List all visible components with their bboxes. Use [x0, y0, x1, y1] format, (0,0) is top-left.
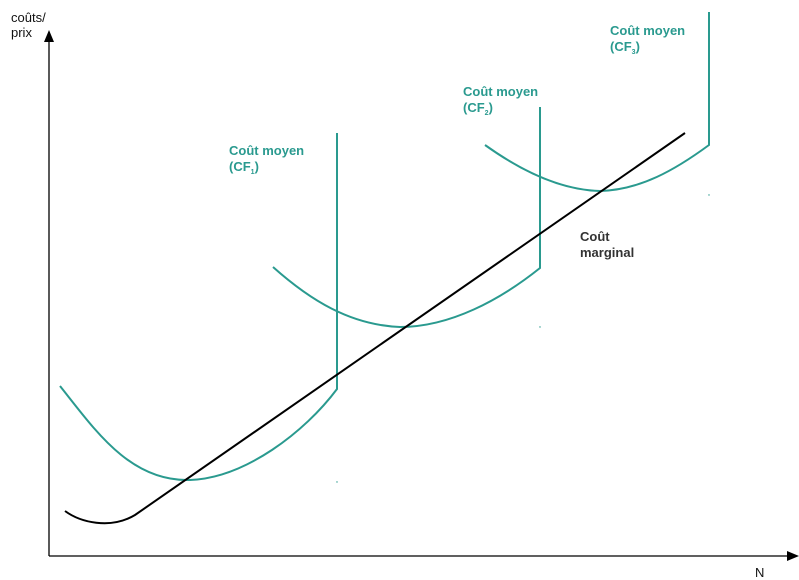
cf2-sub-index: 2 — [484, 110, 489, 117]
cf1-sub-open: (CF — [229, 159, 251, 174]
y-axis-label-line2: prix — [11, 25, 32, 40]
cf3-label: Coût moyen (CF3) — [610, 23, 685, 61]
cf1-label-title: Coût moyen — [229, 143, 305, 158]
marginal-cost-label: Coût marginal — [580, 229, 634, 261]
cf2-label-title: Coût moyen — [463, 84, 539, 99]
cf1-sub-close: ) — [254, 159, 259, 174]
marginal-cost-label-line1: Coût — [580, 229, 610, 244]
stray-mark — [539, 326, 541, 328]
cf1-label-sub: (CF1) — [229, 159, 304, 181]
cf3-label-sub: (CF3) — [610, 39, 685, 61]
y-axis-arrow — [44, 30, 54, 42]
cf2-sub-close: ) — [488, 100, 493, 115]
average-cost-curve-cf1 — [59, 133, 338, 482]
cf1-label: Coût moyen (CF1) — [229, 143, 304, 181]
cf3-sub-index: 3 — [631, 49, 636, 56]
marginal-cost-label-line2: marginal — [580, 245, 635, 260]
cf2-sub-open: (CF — [463, 100, 485, 115]
y-axis-label-line1: coûts/ — [11, 10, 46, 25]
average-cost-curve-cf2 — [272, 107, 541, 329]
cf3-sub-close: ) — [635, 39, 640, 54]
cf2-label-sub: (CF2) — [463, 100, 538, 122]
cf1-sub-index: 1 — [250, 169, 255, 176]
x-axis-arrow — [787, 551, 799, 561]
x-axis-label: N — [755, 565, 765, 580]
cf3-sub-open: (CF — [610, 39, 632, 54]
stray-mark — [708, 194, 710, 196]
cf2-label: Coût moyen (CF2) — [463, 84, 538, 122]
stray-mark — [336, 481, 338, 483]
cf3-label-title: Coût moyen — [610, 23, 686, 38]
marginal-cost-curve — [64, 132, 686, 525]
y-axis-label: coûts/ prix — [11, 10, 46, 40]
